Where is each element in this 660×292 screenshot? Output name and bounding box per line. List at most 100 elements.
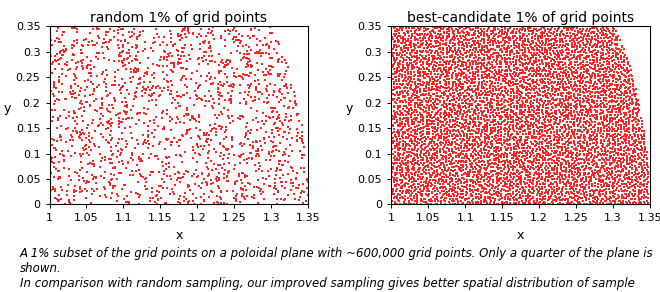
Point bbox=[251, 151, 262, 156]
Point bbox=[587, 44, 598, 49]
Point bbox=[585, 177, 595, 182]
Point bbox=[614, 86, 625, 90]
Point bbox=[205, 77, 215, 81]
Point bbox=[526, 102, 537, 107]
Point bbox=[595, 103, 605, 107]
Point bbox=[521, 146, 532, 150]
Point bbox=[168, 96, 178, 100]
Point bbox=[514, 161, 525, 165]
Point bbox=[540, 55, 550, 60]
Point bbox=[589, 43, 600, 47]
Point bbox=[531, 143, 541, 147]
Point bbox=[499, 187, 510, 192]
Point bbox=[473, 172, 484, 177]
Point bbox=[444, 80, 454, 85]
Point bbox=[504, 65, 514, 70]
Point bbox=[612, 186, 622, 191]
Point bbox=[387, 63, 397, 68]
Point bbox=[624, 103, 634, 107]
Point bbox=[572, 89, 582, 94]
Point bbox=[89, 89, 100, 93]
Point bbox=[519, 41, 529, 46]
Point bbox=[564, 140, 575, 145]
Point bbox=[575, 57, 585, 62]
Point bbox=[96, 72, 107, 77]
Point bbox=[591, 132, 602, 136]
Point bbox=[426, 99, 436, 104]
Point bbox=[563, 107, 574, 112]
Point bbox=[81, 99, 91, 104]
Point bbox=[560, 110, 571, 114]
Point bbox=[219, 161, 230, 166]
Point bbox=[253, 77, 263, 82]
Point bbox=[535, 163, 546, 168]
Point bbox=[188, 31, 199, 35]
Point bbox=[450, 46, 461, 51]
Point bbox=[468, 197, 478, 201]
Point bbox=[133, 69, 143, 74]
Point bbox=[459, 109, 469, 113]
Point bbox=[388, 136, 399, 141]
Point bbox=[436, 189, 447, 194]
Point bbox=[232, 48, 242, 53]
Point bbox=[201, 58, 212, 62]
Point bbox=[523, 60, 534, 65]
Point bbox=[542, 129, 552, 134]
Point bbox=[599, 39, 610, 43]
Point bbox=[514, 127, 525, 132]
Point bbox=[166, 143, 177, 147]
Point bbox=[628, 201, 639, 206]
Point bbox=[624, 140, 634, 145]
Point bbox=[176, 78, 186, 82]
Point bbox=[537, 192, 547, 197]
Point bbox=[616, 119, 626, 124]
Point bbox=[277, 180, 287, 184]
Point bbox=[541, 64, 551, 69]
Point bbox=[400, 182, 411, 187]
Point bbox=[477, 113, 488, 118]
Point bbox=[167, 101, 178, 106]
Point bbox=[97, 51, 108, 55]
Point bbox=[150, 86, 161, 91]
Point bbox=[519, 124, 529, 128]
Point bbox=[624, 108, 635, 113]
Point bbox=[505, 135, 515, 140]
Point bbox=[600, 90, 611, 95]
Point bbox=[622, 81, 633, 85]
Point bbox=[418, 71, 429, 76]
Point bbox=[523, 29, 534, 34]
Point bbox=[465, 129, 476, 133]
Point bbox=[479, 61, 490, 65]
Point bbox=[496, 122, 507, 126]
Point bbox=[642, 190, 653, 194]
Point bbox=[189, 89, 200, 94]
Point bbox=[430, 94, 441, 99]
Point bbox=[566, 139, 576, 144]
Point bbox=[471, 196, 481, 201]
Point bbox=[451, 117, 461, 122]
Point bbox=[567, 42, 578, 47]
Point bbox=[598, 111, 609, 115]
Point bbox=[465, 62, 476, 67]
Point bbox=[471, 135, 481, 139]
Point bbox=[405, 150, 415, 155]
Point bbox=[607, 149, 618, 154]
Point bbox=[428, 146, 438, 150]
Point bbox=[550, 115, 560, 119]
Point bbox=[590, 36, 601, 41]
Point bbox=[480, 50, 490, 54]
Point bbox=[552, 33, 562, 37]
Point bbox=[451, 155, 461, 160]
Point bbox=[158, 49, 169, 54]
Point bbox=[465, 120, 475, 125]
Point bbox=[436, 106, 447, 111]
Point bbox=[81, 143, 91, 148]
Point bbox=[424, 76, 435, 81]
Point bbox=[624, 125, 635, 130]
Point bbox=[220, 128, 231, 132]
Point bbox=[132, 163, 143, 168]
Point bbox=[421, 53, 432, 58]
Point bbox=[596, 84, 607, 88]
Point bbox=[433, 117, 444, 122]
Point bbox=[465, 188, 476, 193]
